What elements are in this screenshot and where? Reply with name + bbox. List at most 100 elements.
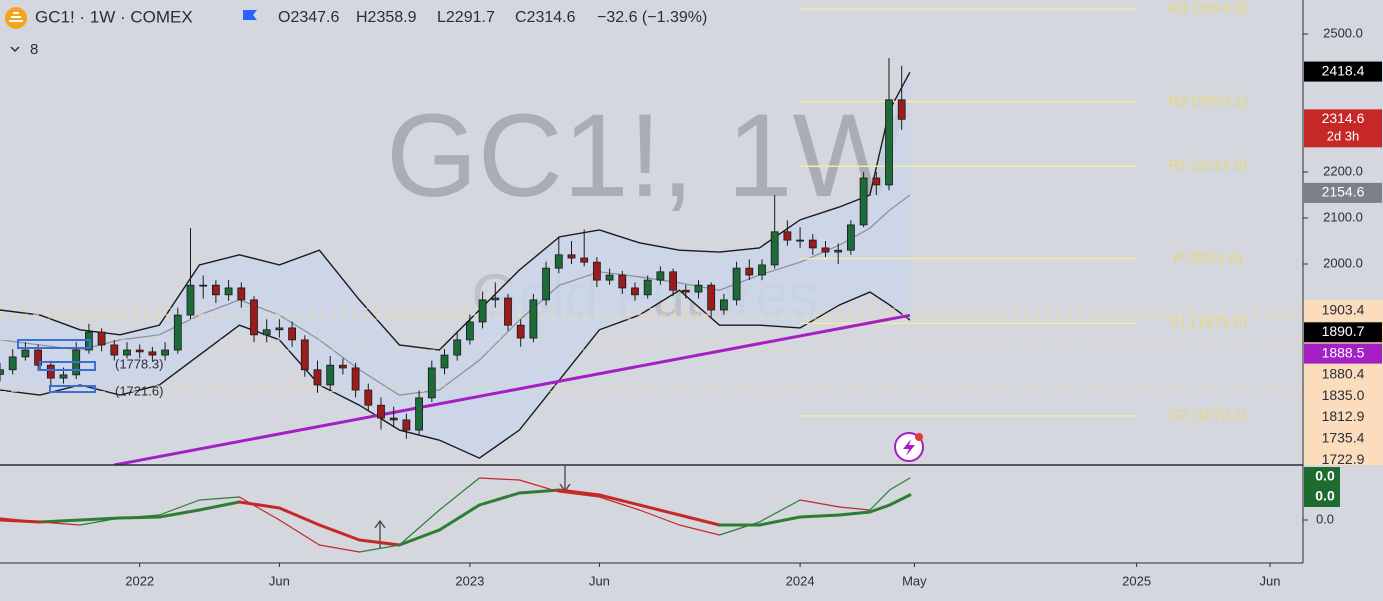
candle-body — [465, 321, 474, 341]
osc-fast — [518, 479, 561, 493]
price-tag — [1304, 61, 1382, 82]
osc-fast — [79, 517, 121, 526]
candle-body — [834, 249, 843, 253]
osc-slow — [78, 516, 122, 522]
osc-fast — [799, 499, 841, 508]
candle-body — [59, 374, 68, 379]
pivot-label: P (2011.6) — [1174, 250, 1243, 267]
osc-slow — [477, 491, 521, 507]
side-level-label: 1812.9 — [1322, 408, 1365, 424]
candle-body — [161, 349, 169, 356]
osc-value-label: 0.0 — [1315, 488, 1335, 504]
alert-icon[interactable] — [894, 432, 924, 462]
pivot-label: R1 (2212.5) — [1168, 157, 1247, 174]
candle-body — [529, 299, 538, 339]
candle-body — [275, 327, 284, 331]
osc-fast — [158, 499, 200, 516]
side-level-label: 1880.4 — [1322, 366, 1365, 382]
pivot-label: R3 (2554.0) — [1168, 0, 1247, 17]
x-tick-label: Jun — [589, 573, 610, 588]
side-level-label: 1888.5 — [1322, 344, 1365, 360]
indicator-count[interactable]: 8 — [30, 41, 38, 58]
osc-y-tick-label: 0.0 — [1316, 511, 1334, 526]
candle-body — [745, 267, 754, 276]
candle-body — [415, 397, 423, 431]
side-level-box — [1304, 322, 1382, 343]
candle-body — [643, 279, 652, 296]
main-pane: R3 (2554.0) R2 (2353.1) R1 (2212.5) P (2011… — [0, 0, 1303, 465]
side-level-label: 1735.4 — [1322, 430, 1365, 446]
osc-slow — [798, 513, 841, 519]
osc-fast — [358, 544, 401, 553]
candle-body — [783, 231, 792, 241]
alert-bolt[interactable] — [903, 439, 915, 456]
candle-body — [821, 247, 830, 253]
osc-fast — [678, 524, 721, 536]
candle-body — [8, 356, 17, 371]
osc-slow — [557, 488, 601, 497]
y-tick-label: 2100.0 — [1323, 209, 1363, 224]
candle-body — [364, 389, 373, 406]
candle-body — [402, 419, 411, 431]
osc-slow — [757, 515, 802, 527]
osc-slow — [357, 538, 401, 547]
candle-body — [885, 99, 893, 186]
candle-body — [719, 299, 728, 311]
y-tick-label: 2000.0 — [1323, 255, 1363, 270]
osc-slow — [888, 493, 912, 507]
alert-dot[interactable] — [915, 433, 923, 441]
candle-body — [326, 364, 335, 386]
osc-fast — [558, 491, 601, 498]
fib-box — [39, 361, 96, 371]
x-tick-label: Jun — [269, 573, 290, 588]
candle-body — [123, 349, 131, 356]
osc-fast — [39, 521, 81, 526]
fib-boxes — [17, 339, 96, 393]
candle-body — [110, 344, 119, 356]
candle-body — [199, 284, 208, 287]
osc-fast — [318, 544, 361, 553]
watermark: GC1!, 1W — [386, 90, 904, 222]
candle-body — [478, 299, 487, 323]
band-fill — [0, 72, 910, 459]
price-tag — [1304, 109, 1382, 148]
candle-body — [427, 367, 436, 399]
logo-bars — [9, 12, 23, 22]
candle-body — [300, 339, 309, 371]
osc-fast — [598, 496, 641, 511]
candle-body — [0, 369, 4, 375]
candle-body — [592, 261, 601, 281]
fib-label: (1721.6) — [115, 383, 163, 398]
candle-body — [681, 289, 690, 293]
candle-body — [97, 331, 106, 346]
candle-body — [656, 271, 665, 281]
candle-body — [453, 339, 462, 356]
candle-body — [580, 257, 589, 263]
candle-body — [440, 354, 449, 369]
flag[interactable] — [243, 10, 257, 20]
price-tag-label: 2418.4 — [1322, 62, 1365, 78]
osc-fast — [398, 509, 441, 546]
candle-body — [135, 349, 144, 353]
osc-value-box — [1304, 467, 1340, 487]
osc-fast — [119, 514, 160, 519]
candle-body — [34, 349, 42, 366]
x-tick-label: 2024 — [786, 573, 815, 588]
osc-fast — [238, 496, 280, 521]
osc-fast — [278, 519, 321, 546]
band-lower — [0, 289, 911, 459]
quote-close: C2314.6 — [515, 9, 576, 26]
chevron[interactable] — [10, 46, 20, 53]
side-level-box — [1304, 343, 1382, 364]
candle-body — [846, 224, 855, 251]
candle-body — [377, 404, 385, 419]
candle-body — [758, 264, 766, 276]
side-level-label: 1890.7 — [1322, 323, 1365, 339]
osc-fast — [869, 489, 891, 511]
price-tag-label: 2314.6 — [1322, 110, 1365, 126]
symbol-title: GC1! · 1W · COMEX — [35, 7, 193, 26]
x-tick-label: May — [902, 573, 927, 588]
candle-body — [618, 274, 627, 289]
osc-fast — [838, 506, 871, 511]
